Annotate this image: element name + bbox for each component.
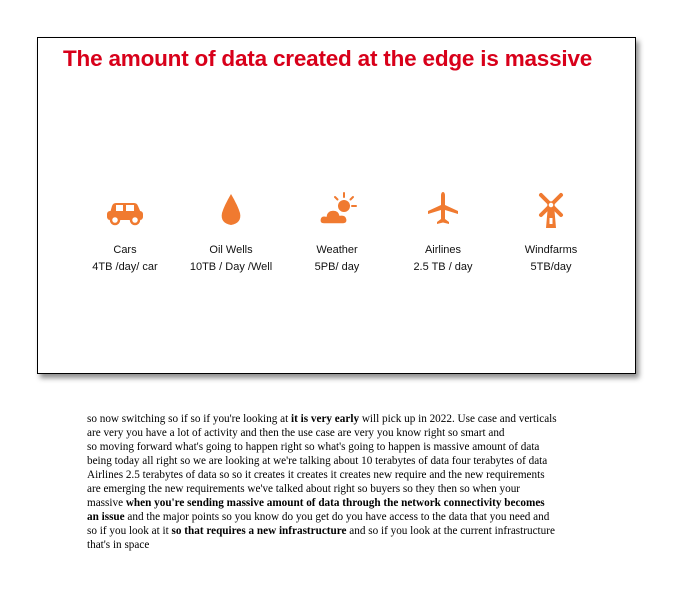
notes-text: so moving forward what's going to happen… (87, 441, 548, 509)
speaker-notes: so now switching so if so if you're look… (87, 412, 557, 552)
notes-text: so now switching so if so if you're look… (87, 413, 291, 425)
notes-text: will pick up in 2022. Use case and verti… (87, 413, 557, 439)
oil-drop-icon (171, 188, 291, 230)
item-cars: Cars 4TB /day/ car (65, 188, 185, 276)
notes-bold: it is very early (291, 413, 360, 425)
item-oil-wells: Oil Wells 10TB / Day /Well (171, 188, 291, 276)
notes-text: and the major points so you know do you … (87, 511, 550, 537)
windmill-icon (491, 188, 611, 230)
notes-paragraph-2: so moving forward what's going to happen… (87, 440, 557, 552)
item-label: Airlines (424, 244, 462, 256)
item-label: Windfarms (524, 244, 578, 256)
item-label: Cars (113, 244, 137, 256)
item-value: 5TB/day (530, 261, 572, 273)
item-weather: Weather 5PB/ day (277, 188, 397, 276)
notes-paragraph-1: so now switching so if so if you're look… (87, 412, 557, 440)
item-label: Oil Wells (209, 244, 253, 256)
item-windfarms: Windfarms 5TB/day (491, 188, 611, 276)
item-value: 10TB / Day /Well (189, 261, 273, 273)
notes-text: and so if you look at the current infras… (87, 525, 555, 551)
item-value: 4TB /day/ car (92, 261, 158, 273)
slide-title: The amount of data created at the edge i… (63, 46, 593, 71)
item-value: 5PB/ day (314, 261, 360, 273)
item-value: 2.5 TB / day (413, 261, 473, 273)
notes-bold: when you're sending massive amount of da… (87, 497, 545, 523)
car-icon (65, 188, 185, 230)
item-label: Weather (316, 244, 358, 256)
slide: The amount of data created at the edge i… (37, 37, 636, 374)
weather-icon (277, 188, 397, 230)
notes-bold: so that requires a new infrastructure (171, 525, 347, 537)
item-airlines: Airlines 2.5 TB / day (383, 188, 503, 276)
airplane-icon (383, 188, 503, 230)
